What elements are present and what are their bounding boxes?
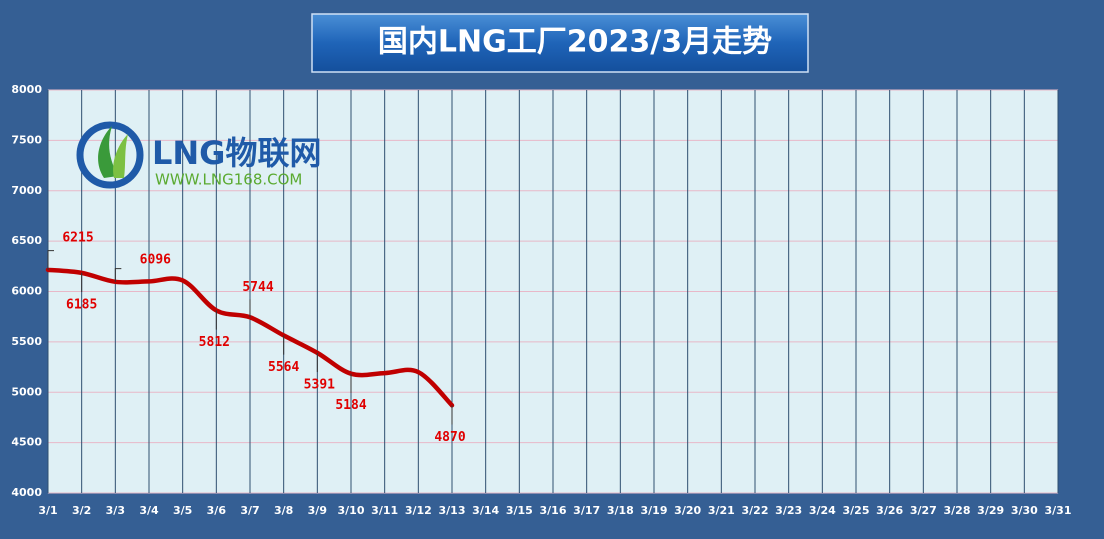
x-tick-label: 3/30 xyxy=(1011,504,1038,517)
x-tick-label: 3/18 xyxy=(607,504,634,517)
x-tick-label: 3/21 xyxy=(708,504,735,517)
data-label: 5184 xyxy=(335,398,366,413)
x-tick-label: 3/26 xyxy=(876,504,903,517)
x-tick-label: 3/10 xyxy=(338,504,365,517)
logo-ring xyxy=(76,121,144,189)
x-tick-label: 3/22 xyxy=(742,504,769,517)
x-tick-label: 3/24 xyxy=(809,504,836,517)
y-tick-label: 5000 xyxy=(11,385,42,398)
x-tick-label: 3/20 xyxy=(674,504,701,517)
data-label: 6185 xyxy=(66,297,97,312)
y-tick-label: 4500 xyxy=(11,436,42,449)
x-tick-label: 3/1 xyxy=(38,504,57,517)
logo-leaf xyxy=(98,126,118,178)
x-tick-label: 3/14 xyxy=(472,504,499,517)
data-label: 4870 xyxy=(434,430,465,445)
y-tick-label: 4000 xyxy=(11,486,42,499)
x-tick-label: 3/5 xyxy=(173,504,192,517)
y-tick-label: 8000 xyxy=(11,83,42,96)
y-tick-label: 7000 xyxy=(11,184,42,197)
x-tick-label: 3/27 xyxy=(910,504,937,517)
data-label: 6215 xyxy=(62,230,93,245)
chart-title: 国内LNG工厂2023/3月走势 xyxy=(378,25,772,60)
data-label: 5391 xyxy=(304,377,335,392)
x-tick-label: 3/25 xyxy=(843,504,870,517)
x-tick-label: 3/2 xyxy=(72,504,91,517)
y-tick-label: 6000 xyxy=(11,285,42,298)
x-tick-label: 3/23 xyxy=(775,504,802,517)
x-tick-label: 3/9 xyxy=(308,504,327,517)
x-tick-label: 3/6 xyxy=(207,504,227,517)
leader-line xyxy=(114,268,122,282)
x-tick-label: 3/28 xyxy=(944,504,971,517)
x-tick-label: 3/8 xyxy=(274,504,293,517)
leader-line xyxy=(47,250,54,270)
logo-url: WWW.LNG168.COM xyxy=(155,171,302,189)
x-tick-label: 3/16 xyxy=(540,504,567,517)
data-label: 5744 xyxy=(242,280,273,295)
x-tick-label: 3/7 xyxy=(240,504,259,517)
x-tick-label: 3/31 xyxy=(1045,504,1072,517)
x-tick-label: 3/12 xyxy=(405,504,432,517)
data-label: 5564 xyxy=(268,360,299,375)
x-tick-label: 3/3 xyxy=(106,504,125,517)
x-tick-label: 3/19 xyxy=(641,504,668,517)
y-tick-label: 6500 xyxy=(11,234,42,247)
x-tick-label: 3/4 xyxy=(139,504,159,517)
x-tick-label: 3/11 xyxy=(371,504,398,517)
y-tick-label: 5500 xyxy=(11,335,42,348)
x-tick-label: 3/15 xyxy=(506,504,533,517)
y-tick-label: 7500 xyxy=(11,133,42,146)
data-label: 6096 xyxy=(140,252,171,267)
x-tick-label: 3/13 xyxy=(439,504,466,517)
x-tick-label: 3/29 xyxy=(977,504,1004,517)
x-tick-label: 3/17 xyxy=(573,504,600,517)
data-label: 5812 xyxy=(199,335,230,350)
logo-name: LNG物联网 xyxy=(152,134,321,172)
logo-leaf xyxy=(113,134,128,178)
logo: LNG物联网 WWW.LNG168.COM xyxy=(76,121,321,189)
title-box xyxy=(311,13,809,73)
